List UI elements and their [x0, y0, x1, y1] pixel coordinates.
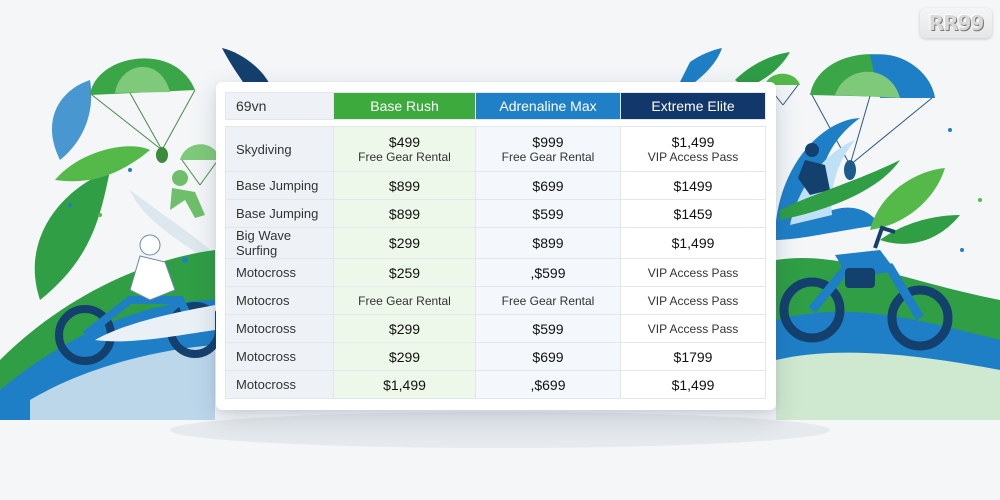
- plan-header-extreme-elite: Extreme Elite: [620, 92, 766, 120]
- price-value: $599: [532, 320, 564, 337]
- activity-label: Big Wave Surfing: [225, 227, 334, 259]
- price-cell: $599: [475, 314, 621, 343]
- price-cell: $899: [475, 227, 621, 259]
- price-value: $499: [388, 134, 421, 150]
- price-value: $1,499: [671, 134, 715, 150]
- price-value: $1,499: [671, 376, 715, 393]
- price-cell: ,$599: [475, 258, 621, 287]
- price-value: $699: [532, 348, 564, 365]
- left-small-parachute-icon: [180, 144, 220, 186]
- price-cell: $1459: [620, 199, 766, 228]
- plan-header-base-rush: Base Rush: [333, 92, 476, 120]
- price-cell: $699: [475, 171, 621, 200]
- price-cell: $1499: [620, 171, 766, 200]
- price-cell: $999 Free Gear Rental: [475, 126, 621, 172]
- brand-logo: RR99: [920, 8, 992, 38]
- price-cell: $1,499: [333, 370, 476, 399]
- price-value: $299: [388, 320, 421, 337]
- perk-cell: VIP Access Pass: [620, 258, 766, 287]
- activity-label: Motocross: [225, 314, 334, 343]
- price-value: $1,499: [383, 376, 426, 393]
- activity-label: Motocross: [225, 342, 334, 371]
- activity-label: Skydiving: [225, 126, 334, 172]
- perk-note: Free Gear Rental: [501, 294, 595, 308]
- table-row: Motocross $299 $599 VIP Access Pass: [225, 314, 766, 343]
- table-spacer: [225, 119, 766, 127]
- activity-label: Motocross: [225, 370, 334, 399]
- activity-label: Motocross: [225, 258, 334, 287]
- perk-cell: VIP Access Pass: [620, 314, 766, 343]
- table-row: Motocross $259 ,$599 VIP Access Pass: [225, 258, 766, 287]
- perk-cell: VIP Access Pass: [620, 286, 766, 315]
- price-value: $1,499: [671, 235, 715, 251]
- table-row: Skydiving $499 Free Gear Rental $999 Fre…: [225, 126, 766, 172]
- price-value: $299: [388, 348, 421, 365]
- table-corner-label: 69vn: [225, 92, 334, 120]
- perk-note: VIP Access Pass: [647, 266, 739, 280]
- activity-label: Motocros: [225, 286, 334, 315]
- price-value: $899: [388, 205, 421, 222]
- price-cell: $599: [475, 199, 621, 228]
- plan-header-adrenaline-max: Adrenaline Max: [475, 92, 621, 120]
- price-value: $999: [532, 134, 564, 150]
- perk-note: Free Gear Rental: [501, 150, 595, 164]
- left-leaf-icon: [34, 80, 150, 300]
- price-cell: $1799: [620, 342, 766, 371]
- price-cell: $899: [333, 199, 476, 228]
- price-value: ,$599: [530, 264, 566, 281]
- price-value: ,$699: [530, 376, 566, 393]
- price-cell: $299: [333, 342, 476, 371]
- price-cell: $1,499: [620, 370, 766, 399]
- right-sparkles: [948, 128, 982, 252]
- price-cell: $299: [333, 314, 476, 343]
- perk-note: Free Gear Rental: [358, 294, 451, 308]
- table-row: Motocross $299 $699 $1799: [225, 342, 766, 371]
- table-row: Motocros Free Gear Rental Free Gear Rent…: [225, 286, 766, 315]
- perk-note: Free Gear Rental: [358, 150, 451, 164]
- activity-label: Base Jumping: [225, 199, 334, 228]
- price-value: $1799: [673, 348, 713, 365]
- dirt-bike-icon: [779, 225, 953, 351]
- table-row: Big Wave Surfing $299 $899 $1,499: [225, 227, 766, 259]
- pricing-table: 69vn Base Rush Adrenaline Max Extreme El…: [225, 92, 766, 399]
- activity-label: Base Jumping: [225, 171, 334, 200]
- right-parachute-icon: [810, 54, 935, 180]
- price-value: $1499: [673, 177, 713, 194]
- price-value: $1459: [673, 205, 713, 222]
- price-value: $899: [388, 177, 421, 194]
- price-cell: ,$699: [475, 370, 621, 399]
- table-row: Base Jumping $899 $699 $1499: [225, 171, 766, 200]
- price-value: $599: [532, 205, 564, 222]
- price-cell: $1,499: [620, 227, 766, 259]
- plan-header-row: 69vn Base Rush Adrenaline Max Extreme El…: [225, 92, 766, 120]
- price-value: $259: [388, 264, 421, 281]
- right-leaf-icon: [870, 168, 960, 244]
- price-cell: $1,499 VIP Access Pass: [620, 126, 766, 172]
- price-value: $299: [388, 235, 421, 251]
- price-cell: $259: [333, 258, 476, 287]
- table-row: Motocross $1,499 ,$699 $1,499: [225, 370, 766, 399]
- table-row: Base Jumping $899 $599 $1459: [225, 199, 766, 228]
- price-cell: $499 Free Gear Rental: [333, 126, 476, 172]
- left-parachute-icon: [90, 58, 196, 163]
- price-cell: $299: [333, 227, 476, 259]
- perk-note: VIP Access Pass: [647, 322, 739, 336]
- price-cell: $899: [333, 171, 476, 200]
- price-value: $699: [532, 177, 564, 194]
- wave-surfer-icon: [775, 118, 900, 240]
- price-cell: $699: [475, 342, 621, 371]
- perk-cell: Free Gear Rental: [475, 286, 621, 315]
- perk-note: VIP Access Pass: [647, 150, 739, 164]
- perk-cell: Free Gear Rental: [333, 286, 476, 315]
- left-sparkles: [68, 168, 188, 263]
- left-surfer-icon: [130, 170, 210, 255]
- perk-note: VIP Access Pass: [647, 294, 739, 308]
- price-value: $899: [532, 235, 564, 251]
